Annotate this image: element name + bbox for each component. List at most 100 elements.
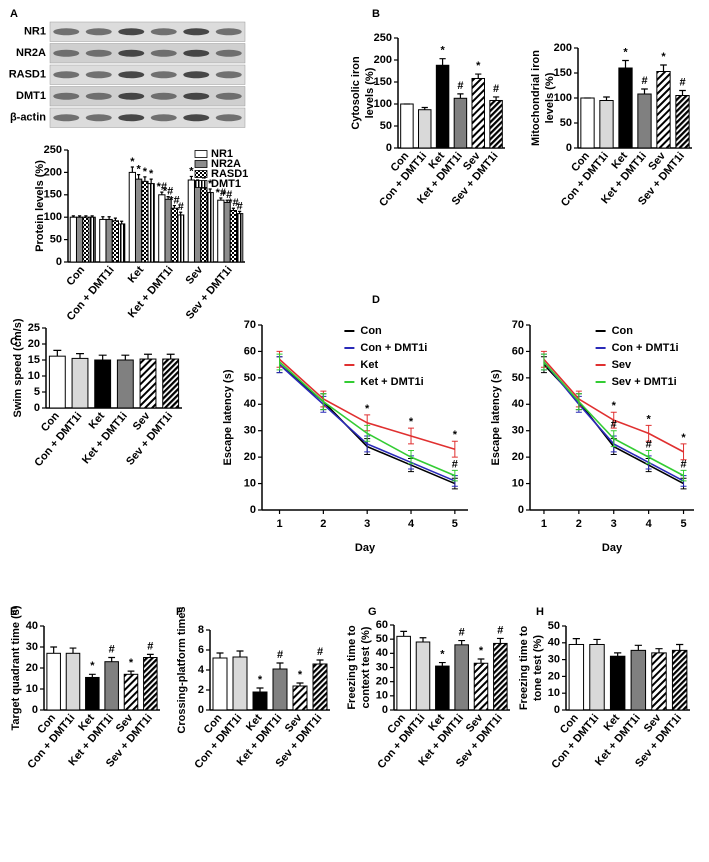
significance-mark: # [277,649,283,661]
error-bar [439,58,446,66]
significance-mark: * [258,674,263,686]
y-tick-label: 25 [28,322,40,334]
error-bar [90,215,94,218]
blot-strip [49,64,246,85]
y-tick-label: 150 [554,67,572,79]
bar [217,199,225,263]
error-bar [645,424,652,442]
y-axis-label: Escape latency (s) [222,369,234,465]
error-bar [614,652,622,657]
y-axis-label: Protein levels (%) [34,160,46,252]
legend-label: Con + DMT1i [360,342,427,354]
bar [229,209,238,263]
error-bar [622,59,629,68]
bar [139,358,157,409]
y-tick-label: 40 [244,398,256,410]
error-bar [107,216,111,220]
bar [568,643,585,711]
error-bar [634,644,642,651]
bar [206,192,214,263]
y-tick-label: 250 [374,32,392,44]
error-bar [53,349,62,357]
error-bar [408,450,415,465]
panel-letter: A [10,8,18,20]
significance-mark: * [646,413,651,425]
legend-label: Ket [360,359,378,371]
blot-band [85,28,112,36]
y-tick-label: 0 [56,256,62,268]
y-tick-label: 5 [34,386,40,398]
y-tick-label: 40 [376,647,388,659]
y-tick-label: 0 [34,402,40,414]
error-bar [655,648,663,653]
panel-letter: D [372,294,380,306]
y-tick-label: 20 [376,676,388,688]
y-tick-label: 0 [32,704,38,716]
bar [46,652,61,711]
error-bar [130,166,134,173]
error-bar [160,191,164,195]
bar [187,179,195,263]
y-tick-label: 10 [512,477,524,489]
blot-band [118,28,145,36]
bar [292,685,308,711]
bar [435,64,450,149]
bar [88,216,96,263]
significance-mark: * [476,60,481,72]
y-tick-label: 8 [198,624,204,636]
y-tick-label: 10 [548,687,560,699]
bar [453,97,468,149]
error-bar [208,188,212,193]
error-bar [127,670,135,675]
panel-letter: C [10,336,18,348]
error-bar [458,639,466,645]
bar [609,655,626,711]
legend-label: DMT1 [211,178,241,190]
error-bar [256,687,264,692]
y-axis-label: Freezing time to [518,626,530,711]
error-bar [660,64,667,72]
bar [147,183,155,263]
x-tick-label: 4 [646,518,653,530]
significance-mark: *# [169,194,179,206]
bar [116,359,134,409]
error-bar [296,682,304,686]
bar [123,673,139,711]
bar [312,663,328,711]
blot-band [150,71,177,79]
legend-swatch [194,180,208,188]
y-tick-label: 10 [376,690,388,702]
panel-letter: B [372,8,380,20]
significance-mark: * [440,648,445,660]
error-bar [680,469,687,482]
significance-mark: # [641,75,647,87]
blot-band [150,28,177,36]
y-tick-label: 50 [244,372,256,384]
significance-mark: # [317,646,323,658]
y-tick-label: 10 [244,477,256,489]
bar [471,77,485,149]
significance-mark: * [623,46,628,58]
blot-band [53,92,80,100]
bar [82,216,90,263]
bar [489,99,503,149]
blot-strip [49,86,246,107]
significance-mark: # [452,458,458,470]
y-axis-label: Freezing time to [346,625,358,710]
x-tick-label: 4 [408,518,415,530]
error-bar [421,106,428,110]
error-bar [216,652,224,658]
error-bar [676,643,684,651]
blot-strip [49,107,246,128]
blot-band [85,49,112,57]
error-bar [219,197,223,201]
error-bar [477,658,485,664]
significance-mark: * [612,400,617,412]
y-tick-label: 0 [382,704,388,716]
bar [232,656,248,711]
blot-band [150,92,177,100]
error-bar [143,176,147,182]
blot-strip [49,43,246,64]
significance-mark: * [149,168,154,180]
bar [212,657,228,711]
